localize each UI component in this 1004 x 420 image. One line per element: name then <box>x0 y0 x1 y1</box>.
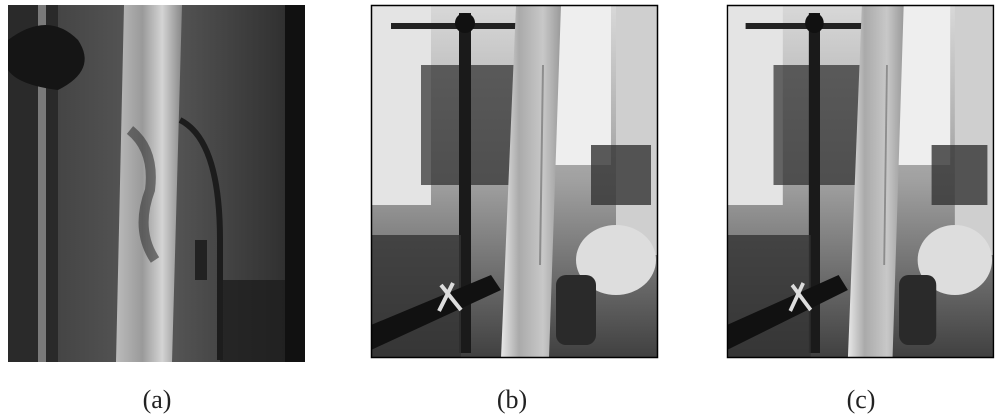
panel-c-image <box>727 5 994 358</box>
panel-caption: (b) <box>497 385 527 414</box>
panel-caption: (c) <box>847 385 876 414</box>
panel-b-image <box>371 5 658 358</box>
panel-caption: (a) <box>143 385 172 414</box>
figure: (a) (b) (c) <box>0 0 1004 420</box>
page: (a) (b) (c) (() => { const data = JSON.p… <box>0 0 1004 420</box>
panel-a-image <box>8 5 305 362</box>
